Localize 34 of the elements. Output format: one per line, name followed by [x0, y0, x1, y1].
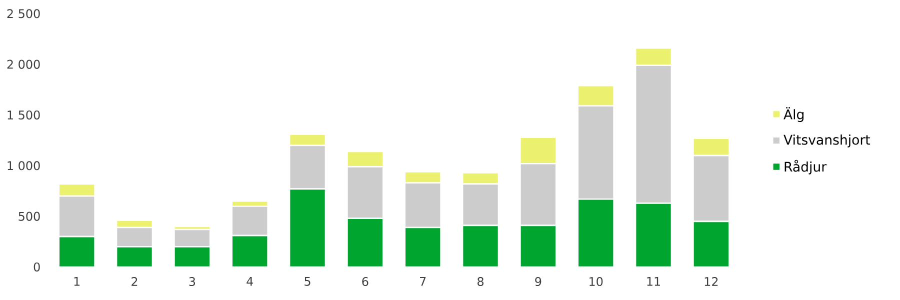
x-tick-label: 5 [304, 277, 310, 286]
bar [404, 227, 441, 267]
x-tick-label: 1 [74, 277, 80, 286]
x-tick-label: 12 [704, 277, 718, 286]
y-tick-label: 500 [18, 212, 40, 221]
bar [462, 225, 499, 267]
y-tick-label: 1 500 [8, 110, 40, 120]
x-tick-label: 8 [478, 277, 484, 286]
legend-label: Älg [784, 107, 804, 122]
legend-label: Vitsvanshjort [784, 134, 870, 148]
legend-label: Rådjur [784, 160, 827, 174]
x-tick-label: 9 [535, 277, 542, 286]
bar [347, 218, 384, 267]
y-tick-label: 0 [34, 262, 40, 272]
y-tick-label: 2 500 [7, 9, 40, 18]
x-tick-label: 6 [362, 277, 368, 286]
bar [174, 246, 210, 267]
bar [520, 225, 556, 267]
y-tick-label: 1 000 [8, 161, 40, 170]
x-tick-label: 11 [647, 277, 660, 286]
bar [174, 228, 211, 248]
x-tick-label: 3 [189, 277, 196, 286]
x-tick-label: 4 [246, 277, 253, 286]
x-tick-label: 2 [132, 277, 138, 286]
bar [692, 220, 730, 267]
bar [636, 203, 672, 267]
bar [232, 236, 268, 267]
bar [290, 188, 326, 267]
bar [58, 236, 95, 267]
x-tick-label: 7 [420, 277, 426, 286]
bar [116, 246, 153, 267]
y-tick-label: 2 000 [7, 60, 40, 69]
bar [578, 199, 614, 267]
x-tick-label: 10 [590, 277, 603, 286]
